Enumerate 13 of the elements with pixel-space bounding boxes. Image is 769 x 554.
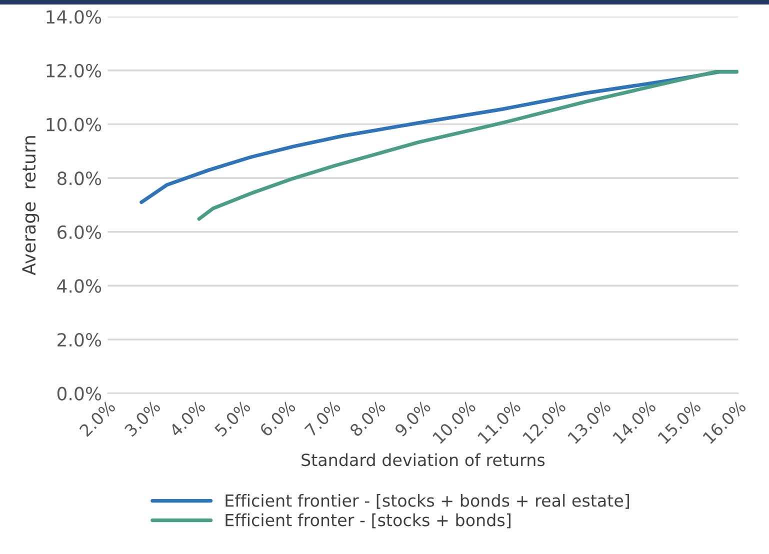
y-tick-label: 14.0% <box>46 10 102 24</box>
y-tick-label: 2.0% <box>58 332 102 347</box>
y-axis-title: Average return <box>22 136 40 276</box>
line-series <box>197 70 738 221</box>
y-tick-label: 4.0% <box>57 279 102 293</box>
y-tick-label: 12.0% <box>46 64 102 78</box>
x-axis-title: Standard deviation of returns <box>302 453 545 466</box>
y-tick-label: 10.0% <box>46 118 102 132</box>
y-tick-label: 0.0% <box>57 386 102 400</box>
y-tick-label: 6.0% <box>57 225 102 240</box>
legend-label: Efficient fronter - [stocks + bonds] <box>226 513 510 528</box>
y-tick-label: 8.0% <box>57 172 102 186</box>
legend-label: Efficient frontier - [stocks + bonds + real estate] <box>226 494 629 509</box>
